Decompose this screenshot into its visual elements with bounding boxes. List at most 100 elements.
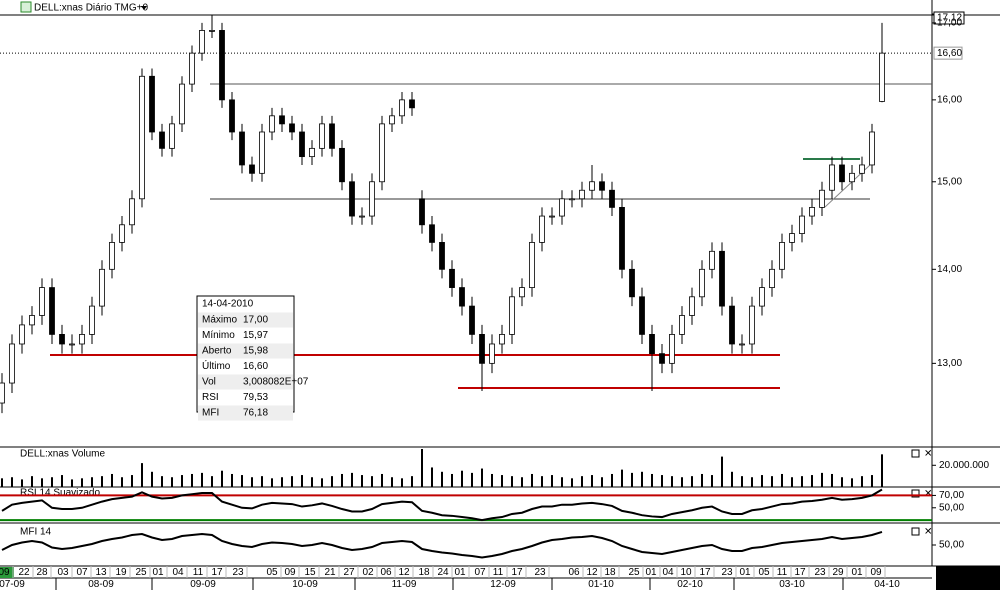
- volume-bar: [631, 472, 633, 487]
- candle-body: [189, 52, 195, 85]
- info-value: 79,53: [243, 392, 268, 403]
- volume-bar: [441, 471, 443, 487]
- x-month-label: 09-09: [190, 579, 216, 590]
- volume-bar: [281, 477, 283, 487]
- candle-body: [559, 198, 565, 217]
- candle-body: [279, 115, 285, 125]
- volume-bar: [291, 476, 293, 487]
- volume-bar: [311, 477, 313, 487]
- x-day-label: 05: [758, 567, 770, 578]
- info-value: 76,18: [243, 408, 268, 419]
- volume-bar: [11, 477, 13, 487]
- volume-bar: [721, 456, 723, 487]
- volume-bar: [191, 473, 193, 487]
- candle-body: [449, 268, 455, 288]
- volume-bar: [101, 476, 103, 487]
- volume-bar: [491, 473, 493, 487]
- volume-bar: [641, 471, 643, 487]
- candle-body: [309, 147, 315, 158]
- candle-body: [29, 315, 35, 326]
- candle-body: [649, 334, 655, 355]
- maximize-button[interactable]: [911, 449, 920, 458]
- x-day-label: 09: [0, 567, 10, 578]
- close-button[interactable]: ✕: [924, 449, 932, 460]
- candle-body: [489, 343, 495, 364]
- panel-title: MFI 14: [20, 527, 52, 538]
- candle-body: [769, 268, 775, 288]
- volume-bar: [251, 477, 253, 487]
- candle-body: [779, 242, 785, 270]
- volume-bar: [811, 475, 813, 487]
- x-month-label: 12-09: [490, 579, 516, 590]
- volume-bar: [451, 473, 453, 487]
- x-day-label: 28: [36, 567, 48, 578]
- candle-body: [79, 334, 85, 345]
- volume-bar: [761, 475, 763, 487]
- candle-body: [699, 268, 705, 298]
- volume-bar: [481, 468, 483, 487]
- info-label: Aberto: [202, 346, 232, 357]
- volume-bar: [711, 475, 713, 487]
- x-day-label: 06: [380, 567, 392, 578]
- info-box: 14-04-2010 Máximo 17,00 Mínimo 15,97 Aberto 15…: [196, 295, 309, 421]
- volume-bar: [621, 469, 623, 487]
- volume-bar: [421, 449, 423, 487]
- candle-body: [159, 131, 165, 149]
- volume-bar: [551, 475, 553, 487]
- info-value: 16,60: [243, 361, 268, 372]
- candle-body: [209, 30, 215, 32]
- candle-body: [869, 131, 875, 166]
- candle-body: [379, 123, 385, 183]
- volume-bar: [171, 477, 173, 487]
- volume-bar: [501, 475, 503, 487]
- candle-body: [109, 242, 115, 270]
- close-button[interactable]: ✕: [924, 489, 932, 500]
- volume-bar: [771, 476, 773, 487]
- candle-body: [259, 131, 265, 174]
- last-price-label: 16,60: [937, 48, 962, 59]
- x-day-label: 19: [115, 567, 127, 578]
- candle-body: [479, 334, 485, 364]
- price-box: [933, 11, 965, 25]
- volume-bar: [61, 475, 63, 487]
- candle-body: [49, 287, 55, 335]
- x-day-label: 23: [232, 567, 244, 578]
- volume-bar: [681, 477, 683, 487]
- volume-bar: [671, 476, 673, 487]
- x-day-label: 01: [152, 567, 164, 578]
- candle-body: [759, 287, 765, 307]
- candle-body: [139, 75, 145, 200]
- maximize-button[interactable]: [911, 527, 920, 536]
- dropdown-arrow[interactable]: [141, 6, 147, 10]
- x-day-label: 09: [284, 567, 296, 578]
- rsi-line: [1, 488, 883, 522]
- info-row-bg: [198, 343, 293, 359]
- x-day-label: 18: [418, 567, 430, 578]
- y-tick-label: 14,00: [937, 264, 962, 275]
- candle-body: [469, 305, 475, 335]
- candle-body: [459, 287, 465, 307]
- candle-body: [539, 215, 545, 243]
- candle-body: [529, 242, 535, 288]
- volume-bar: [741, 476, 743, 487]
- candle-body: [419, 198, 425, 226]
- x-day-label: 05: [266, 567, 278, 578]
- x-month-label: 07-09: [0, 579, 25, 590]
- close-button[interactable]: ✕: [924, 527, 932, 538]
- volume-bar: [381, 473, 383, 487]
- volume-bar: [841, 477, 843, 487]
- candle-body: [239, 131, 245, 166]
- info-value: 15,98: [243, 346, 268, 357]
- candle-body: [439, 242, 445, 270]
- eq-icon[interactable]: [20, 1, 32, 13]
- candle-body: [519, 287, 525, 298]
- volume-bar: [521, 477, 523, 487]
- mfi-line: [1, 530, 883, 559]
- candle-body: [579, 189, 585, 200]
- volume-bar: [541, 476, 543, 487]
- volume-bar: [731, 471, 733, 487]
- maximize-button[interactable]: [911, 489, 920, 498]
- candle-body: [269, 115, 275, 133]
- candle-body: [629, 268, 635, 298]
- x-day-label: 17: [699, 567, 711, 578]
